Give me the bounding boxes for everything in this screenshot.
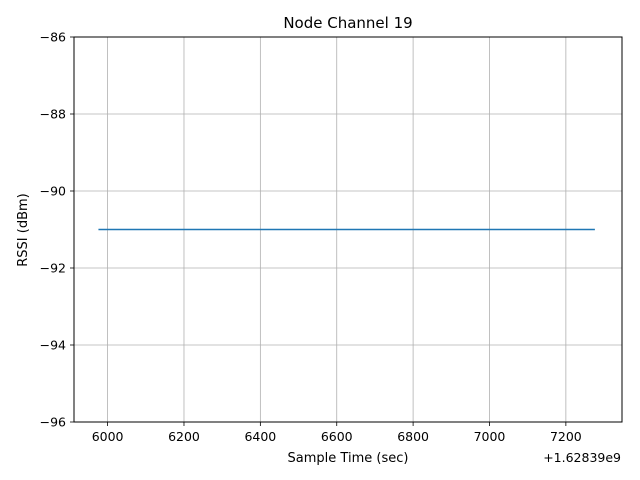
y-axis-label: RSSI (dBm) [16,193,31,266]
x-tick-label: 6200 [168,429,200,444]
x-axis-offset-label: +1.62839e9 [543,450,621,465]
chart-title: Node Channel 19 [283,14,412,32]
x-tick-label: 6400 [244,429,276,444]
plot-frame [73,36,623,423]
x-tick-label: 7200 [550,429,582,444]
x-tick-label: 6600 [321,429,353,444]
y-tick-label: −92 [40,261,66,276]
x-axis: 6000 6200 6400 6600 6800 7000 7200 [92,422,582,444]
y-tick-label: −88 [40,107,66,122]
y-tick-label: −94 [40,338,66,353]
y-tick-label: −96 [40,415,66,430]
y-tick-label: −86 [40,30,66,45]
x-tick-label: 6800 [397,429,429,444]
x-tick-label: 7000 [474,429,506,444]
y-tick-label: −90 [40,184,66,199]
x-tick-label: 6000 [92,429,124,444]
x-axis-label: Sample Time (sec) [288,451,409,466]
y-axis: −96 −94 −92 −90 −88 −86 [40,30,74,430]
